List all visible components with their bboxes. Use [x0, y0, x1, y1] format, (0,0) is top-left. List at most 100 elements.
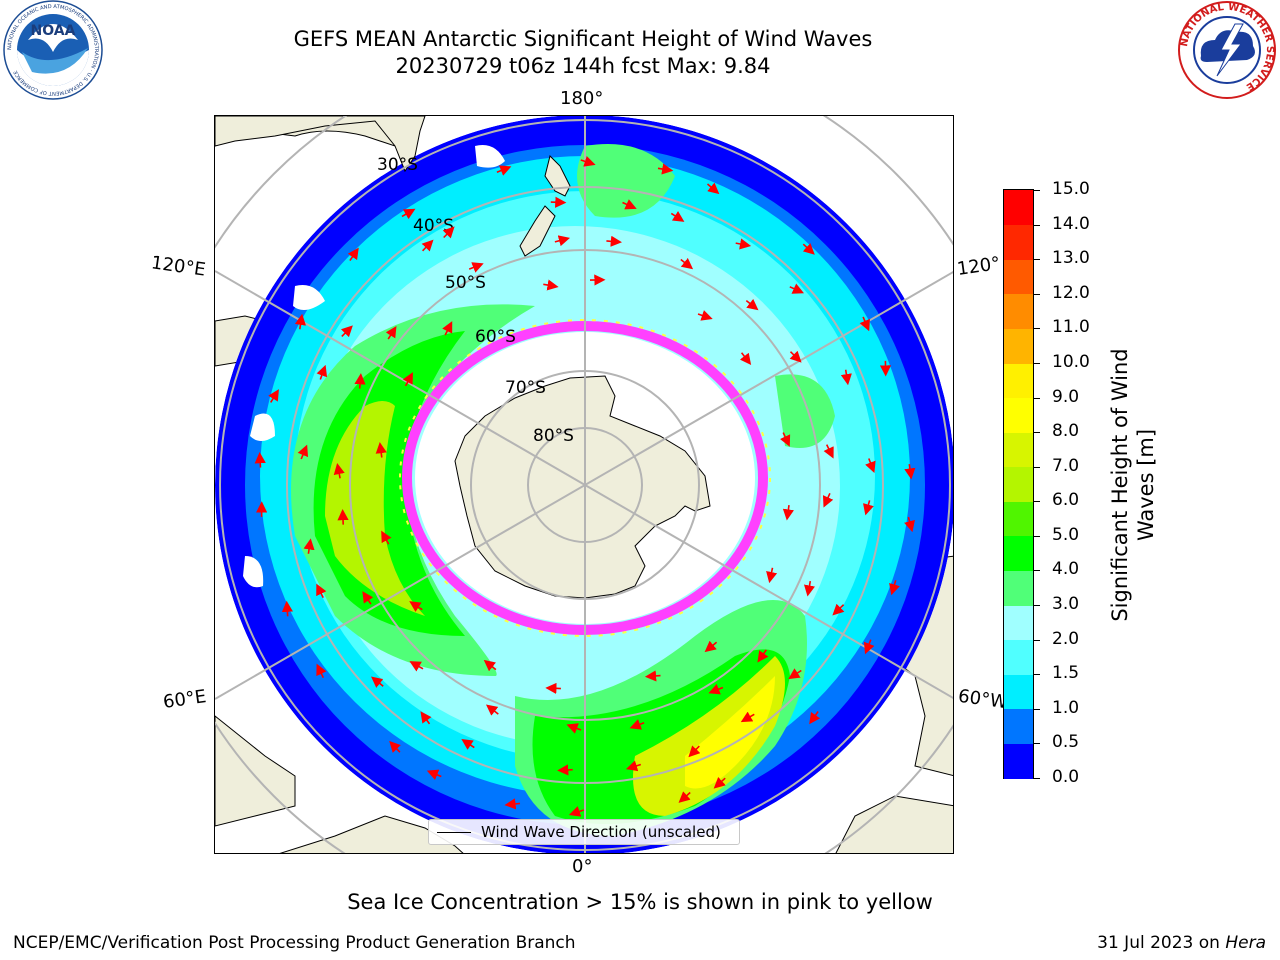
wind-wave-arrow [822, 492, 834, 508]
wind-wave-arrow [889, 580, 900, 596]
colorbar-segment [1004, 743, 1033, 779]
wind-wave-arrow [803, 580, 816, 597]
lon-label-0: 0° [572, 856, 593, 877]
wind-wave-arrow [333, 463, 345, 479]
wind-wave-arrow [625, 760, 642, 772]
wind-wave-arrows [254, 156, 916, 817]
lat-label-80: 80°S [533, 426, 574, 446]
wind-wave-arrow [779, 432, 791, 447]
wind-wave-arrow [294, 313, 306, 330]
wind-wave-arrow [708, 683, 724, 695]
colorbar-tick [1034, 605, 1040, 607]
wind-wave-arrow [606, 235, 622, 247]
colorbar-segment [1004, 362, 1033, 399]
wind-wave-arrow [629, 719, 645, 730]
colorbar-tick [1034, 293, 1040, 295]
colorbar-segment [1004, 708, 1033, 744]
colorbar-tick-label: 0.5 [1052, 732, 1080, 753]
wind-wave-arrow [545, 682, 561, 694]
noaa-logo: NOAA NATIONAL OCEANIC AND ATMOSPHERIC AD… [3, 0, 103, 100]
lat-label-50: 50°S [445, 273, 486, 293]
colorbar-tick-label: 8.0 [1052, 421, 1080, 442]
footer-date: 31 Jul 2023 on Hera [1097, 933, 1266, 953]
polar-map: 30°S 40°S 50°S 60°S 70°S 80°S [215, 116, 953, 853]
wind-wave-arrow [688, 745, 701, 758]
colorbar-segment [1004, 432, 1033, 468]
wind-wave-arrow [863, 639, 875, 655]
wind-wave-arrow [316, 663, 327, 679]
wind-wave-arrow [766, 567, 778, 584]
wind-wave-arrow [268, 389, 279, 403]
wind-wave-arrow [740, 711, 755, 723]
colorbar-tick-label: 13.0 [1052, 248, 1090, 269]
wind-wave-arrow [543, 279, 559, 291]
australia-nz [215, 116, 571, 257]
wind-wave-arrow [426, 769, 442, 781]
colorbar-tick-label: 15.0 [1052, 179, 1090, 199]
wind-wave-arrow [362, 591, 374, 605]
lat-label-60: 60°S [475, 327, 516, 347]
wind-wave-arrow [809, 711, 821, 725]
colorbar-tick-label: 4.0 [1052, 559, 1080, 580]
wind-wave-arrow [389, 740, 401, 753]
colorbar-segment [1004, 293, 1033, 329]
wind-wave-arrow [340, 325, 353, 338]
wind-wave-arrow [680, 257, 694, 270]
map-panel: 30°S 40°S 50°S 60°S 70°S 80°S [214, 115, 954, 854]
colorbar-segment [1004, 605, 1033, 641]
colorbar-segment [1004, 190, 1033, 226]
wind-wave-arrow [281, 600, 293, 617]
wind-wave-arrow [904, 463, 916, 480]
colorbar-tick [1034, 535, 1040, 537]
wind-wave-arrow [557, 764, 573, 776]
wind-wave-arrow [745, 298, 759, 311]
colorbar-segment [1004, 501, 1033, 537]
wind-wave-arrow [409, 661, 424, 672]
colorbar-tick-label: 6.0 [1052, 490, 1080, 511]
footer-credit: NCEP/EMC/Verification Post Processing Pr… [13, 933, 576, 953]
chart-subtitle: 20230729 t06z 144h fcst Max: 9.84 [395, 54, 771, 78]
colorbar-tick [1034, 362, 1040, 364]
colorbar-tick [1034, 778, 1040, 779]
colorbar-tick-label: 1.0 [1052, 697, 1080, 718]
wind-wave-arrow [859, 316, 870, 332]
colorbar-tick-label: 14.0 [1052, 213, 1090, 234]
lon-label-120w: 120° [955, 253, 1002, 280]
wind-wave-arrow [402, 372, 413, 387]
wind-wave-arrow [670, 211, 685, 222]
colorbar-tick-label: 7.0 [1052, 455, 1080, 476]
colorbar-segment [1004, 639, 1033, 675]
wind-wave-arrow [303, 538, 315, 554]
wind-wave-arrow [697, 310, 713, 321]
colorbar-tick-label: 12.0 [1052, 282, 1090, 303]
colorbar-title: Significant Height of Wind Waves [m] [1107, 348, 1159, 621]
lat-label-70: 70°S [505, 378, 546, 398]
colorbar-segment [1004, 466, 1033, 502]
latitude-labels: 30°S 40°S 50°S 60°S 70°S 80°S [377, 155, 574, 446]
colorbar-tick [1034, 570, 1040, 572]
colorbar [1003, 189, 1034, 779]
sea-ice-note: Sea Ice Concentration > 15% is shown in … [347, 890, 933, 914]
colorbar-tick-label: 11.0 [1052, 317, 1090, 338]
wind-wave-arrow [354, 373, 366, 389]
lon-label-120e: 120°E [149, 252, 207, 281]
colorbar-tick-label: 9.0 [1052, 386, 1080, 407]
chart-title: GEFS MEAN Antarctic Significant Height o… [293, 27, 873, 51]
wind-wave-arrow [622, 199, 637, 210]
wind-wave-arrow [678, 791, 691, 803]
colorbar-title-line2: Waves [m] [1134, 428, 1158, 542]
wind-wave-arrow [644, 670, 661, 682]
colorbar-tick [1034, 397, 1040, 399]
wind-wave-arrow [840, 369, 852, 386]
wind-wave-arrow [385, 325, 397, 340]
map-legend: Wind Wave Direction (unscaled) [428, 819, 740, 845]
wind-wave-arrow [865, 458, 876, 474]
colorbar-segment [1004, 397, 1033, 433]
wind-wave-arrow [823, 444, 834, 459]
graticule [215, 116, 953, 853]
wind-wave-arrow [316, 364, 328, 380]
noaa-logo-name: NOAA [31, 23, 76, 39]
wind-wave-arrow [381, 530, 392, 545]
wind-wave-arrow [371, 676, 384, 688]
wind-wave-arrow [461, 739, 475, 750]
